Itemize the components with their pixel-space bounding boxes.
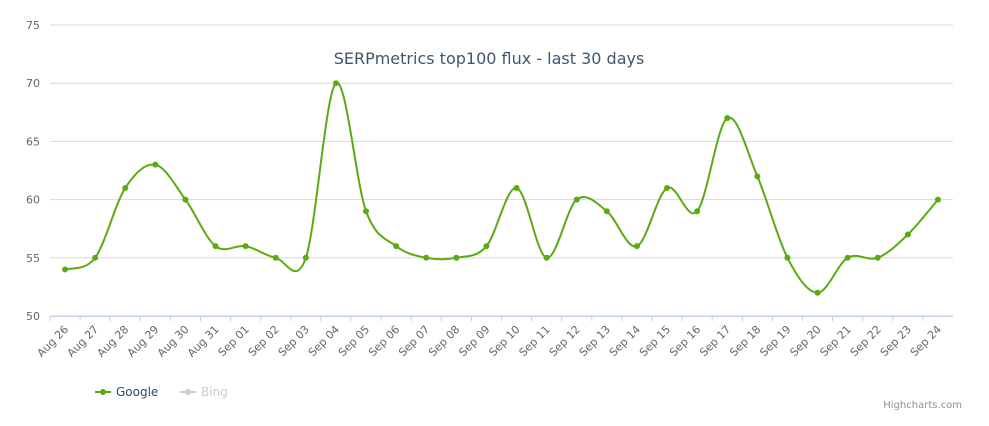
data-point — [453, 254, 460, 261]
x-tick-label: Sep 15 — [637, 323, 673, 359]
x-tick-label: Sep 21 — [818, 323, 854, 359]
data-point — [664, 184, 671, 191]
x-tick-label: Sep 08 — [426, 323, 462, 359]
data-point — [242, 243, 249, 250]
x-tick-label: Sep 23 — [878, 323, 914, 359]
data-point — [784, 254, 791, 261]
legend-marker[interactable] — [185, 389, 191, 395]
data-point — [483, 243, 490, 250]
data-point — [423, 254, 430, 261]
data-point — [694, 208, 701, 215]
data-point — [543, 254, 550, 261]
x-tick-label: Aug 30 — [155, 323, 192, 360]
data-point — [302, 254, 309, 261]
legend-label[interactable]: Google — [116, 385, 158, 399]
x-tick-label: Sep 05 — [336, 323, 372, 359]
x-tick-label: Sep 17 — [697, 323, 733, 359]
x-tick-label: Sep 09 — [456, 323, 492, 359]
data-point — [212, 243, 219, 250]
data-point — [633, 243, 640, 250]
data-point — [513, 184, 520, 191]
x-tick-label: Sep 02 — [246, 323, 282, 359]
data-point — [874, 254, 881, 261]
x-tick-label: Sep 19 — [757, 323, 793, 359]
x-tick-label: Sep 22 — [848, 323, 884, 359]
x-tick-label: Aug 29 — [125, 323, 162, 360]
y-tick-label: 65 — [26, 135, 40, 148]
legend-label[interactable]: Bing — [201, 385, 228, 399]
data-point — [814, 289, 821, 296]
x-tick-label: Sep 16 — [667, 323, 703, 359]
data-point — [122, 184, 129, 191]
x-tick-label: Sep 14 — [607, 323, 643, 359]
x-tick-label: Sep 13 — [577, 323, 613, 359]
x-tick-label: Sep 11 — [517, 323, 553, 359]
x-tick-label: Sep 10 — [486, 323, 522, 359]
data-point — [363, 208, 370, 215]
data-point — [152, 161, 159, 168]
x-tick-label: Sep 01 — [216, 323, 252, 359]
data-point — [904, 231, 911, 238]
x-tick-label: Aug 31 — [185, 323, 222, 360]
data-point — [182, 196, 189, 203]
data-point — [754, 173, 761, 180]
y-tick-label: 70 — [26, 77, 40, 90]
x-tick-label: Aug 28 — [95, 323, 132, 360]
data-point — [62, 266, 69, 273]
data-point — [393, 243, 400, 250]
data-point — [603, 208, 610, 215]
y-tick-label: 55 — [26, 252, 40, 265]
x-tick-label: Sep 24 — [908, 323, 944, 359]
x-tick-label: Sep 18 — [727, 323, 763, 359]
x-tick-label: Aug 27 — [65, 323, 102, 360]
credits[interactable]: Highcharts.com — [883, 400, 962, 411]
data-point — [573, 196, 580, 203]
data-point — [844, 254, 851, 261]
series-line — [64, 82, 939, 294]
legend-marker[interactable] — [100, 389, 106, 395]
x-tick-label: Sep 03 — [276, 323, 312, 359]
x-tick-label: Sep 12 — [547, 323, 583, 359]
data-point — [272, 254, 279, 261]
x-tick-label: Sep 20 — [787, 323, 823, 359]
y-tick-label: 60 — [26, 194, 40, 207]
data-point — [934, 196, 941, 203]
x-tick-label: Sep 06 — [366, 323, 402, 359]
x-tick-label: Sep 07 — [396, 323, 432, 359]
data-point — [332, 80, 339, 87]
x-tick-label: Aug 26 — [34, 323, 71, 360]
y-tick-label: 75 — [26, 19, 40, 32]
chart-title: SERPmetrics top100 flux - last 30 days — [334, 49, 645, 68]
data-point — [92, 254, 99, 261]
data-point — [724, 115, 731, 122]
x-tick-label: Sep 04 — [306, 323, 342, 359]
y-tick-label: 50 — [26, 310, 40, 323]
